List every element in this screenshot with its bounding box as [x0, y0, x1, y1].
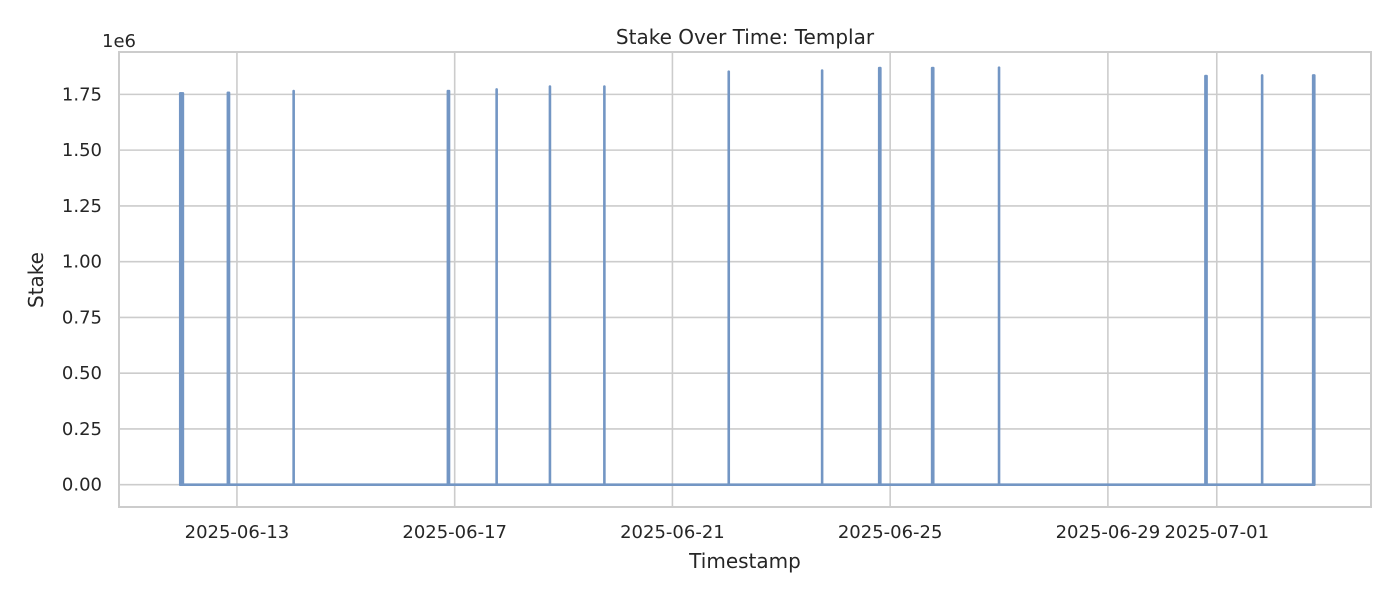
x-tick-label: 2025-06-29 [1056, 522, 1161, 543]
x-gridlines [236, 52, 1218, 507]
x-tick-label: 2025-06-17 [402, 522, 507, 543]
x-tick-label: 2025-06-25 [838, 522, 943, 543]
x-tick-label: 2025-07-01 [1164, 522, 1269, 543]
x-tick-label: 2025-06-13 [185, 522, 290, 543]
y-tick-label: 1.00 [62, 252, 102, 273]
x-axis-title: Timestamp [688, 549, 801, 573]
y-gridlines [119, 93, 1371, 486]
y-offset-label: 1e6 [102, 31, 136, 52]
x-tick-labels: 2025-06-13 2025-06-17 2025-06-21 2025-06-25… [185, 522, 1269, 543]
y-axis-title: Stake [24, 252, 48, 308]
y-tick-labels: 0.00 0.25 0.50 0.75 1.00 1.25 1.50 1.75 [62, 84, 102, 495]
y-tick-label: 1.75 [62, 84, 102, 105]
y-tick-label: 0.75 [62, 307, 102, 328]
chart-title: Stake Over Time: Templar [616, 25, 875, 49]
y-tick-label: 0.50 [62, 363, 102, 384]
plot-frame [118, 51, 1372, 508]
y-tick-label: 1.25 [62, 196, 102, 217]
y-tick-label: 0.00 [62, 475, 102, 496]
y-tick-label: 0.25 [62, 419, 102, 440]
y-tick-label: 1.50 [62, 140, 102, 161]
x-tick-label: 2025-06-21 [620, 522, 725, 543]
series-layer [178, 66, 1316, 486]
